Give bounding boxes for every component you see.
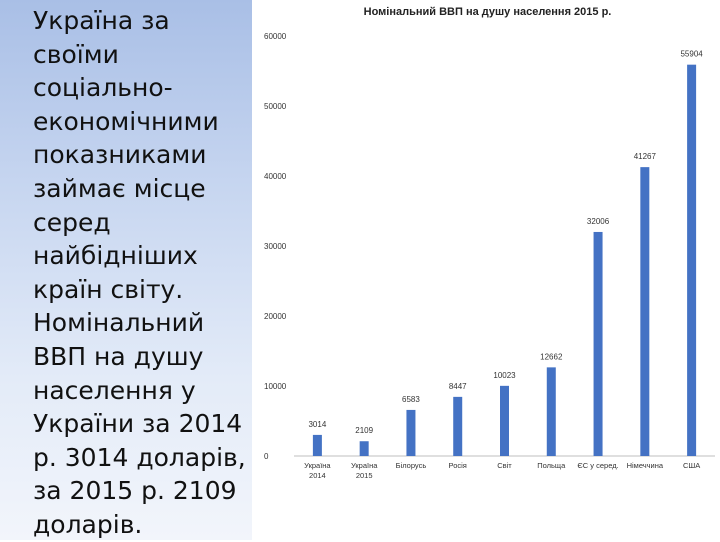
y-tick-label-1: 10000 <box>264 382 287 391</box>
category-label-3: Росія <box>449 461 467 470</box>
chart-area: Номінальний ВВП на душу населення 2015 р… <box>255 0 720 540</box>
category-label-5: Польща <box>537 461 566 470</box>
y-tick-label-2: 20000 <box>264 312 287 321</box>
bar-4 <box>500 385 509 456</box>
category-label-8: США <box>683 461 700 470</box>
y-tick-label-3: 30000 <box>264 242 287 251</box>
data-label-2: 6583 <box>402 395 420 404</box>
category-label-0-1: 2014 <box>309 471 326 480</box>
bar-7 <box>640 167 650 457</box>
y-tick-label-5: 50000 <box>264 102 287 111</box>
category-label-4: Світ <box>497 461 512 470</box>
data-label-5: 12662 <box>540 352 563 361</box>
data-label-7: 41267 <box>634 152 657 161</box>
data-label-0: 3014 <box>308 420 326 429</box>
y-tick-label-0: 0 <box>264 452 269 461</box>
data-label-3: 8447 <box>449 382 467 391</box>
data-label-1: 2109 <box>355 426 373 435</box>
slide-text: Україна за своїми соціально-економічними… <box>33 6 246 539</box>
category-label-0-0: Україна <box>304 461 331 470</box>
bar-8 <box>687 64 697 456</box>
bar-5 <box>546 367 556 456</box>
y-tick-label-6: 60000 <box>264 32 287 41</box>
bar-6 <box>593 231 603 456</box>
category-label-6: ЄС у серед. <box>577 461 618 470</box>
category-label-1-0: Україна <box>351 461 378 470</box>
chart-title: Номінальний ВВП на душу населення 2015 р… <box>363 6 612 18</box>
data-label-8: 55904 <box>680 50 703 59</box>
y-tick-label-4: 40000 <box>264 172 287 181</box>
bar-3 <box>453 396 463 456</box>
bar-chart: 0 10000 20000 30000 40000 50000 60000 3014 Украї… <box>264 32 715 480</box>
bar-0 <box>312 434 322 456</box>
category-label-2: Білорусь <box>396 461 427 470</box>
text-panel: Україна за своїми соціально-економічними… <box>0 0 252 540</box>
bar-1 <box>359 441 369 456</box>
data-label-4: 10023 <box>493 371 516 380</box>
bar-2 <box>406 409 416 456</box>
data-label-6: 32006 <box>587 217 610 226</box>
category-label-1-1: 2015 <box>356 471 373 480</box>
category-label-7: Німеччина <box>627 461 664 470</box>
